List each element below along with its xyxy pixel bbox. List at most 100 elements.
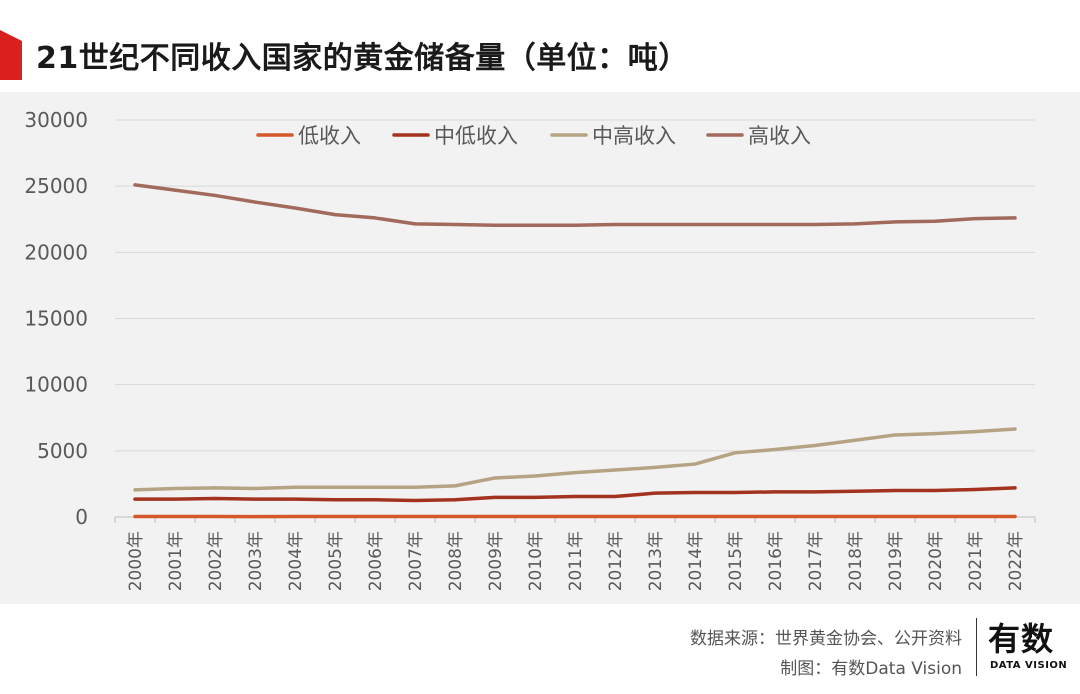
data-point [253, 200, 257, 204]
data-point [453, 484, 457, 488]
data-source-text: 数据来源：世界黄金协会、公开资料 [690, 629, 962, 649]
footer: 数据来源：世界黄金协会、公开资料 制图：有数Data Vision 有数 DAT… [0, 604, 1080, 694]
x-tick-label: 2010年 [526, 531, 546, 591]
data-point [573, 223, 577, 227]
x-tick-label: 2005年 [326, 531, 346, 591]
series-line-2 [133, 427, 1017, 492]
data-point [1013, 486, 1017, 490]
data-point [493, 476, 497, 480]
x-tick-label: 2021年 [966, 531, 986, 591]
data-point [933, 432, 937, 436]
data-point [213, 193, 217, 198]
data-point [973, 430, 977, 434]
data-point [413, 485, 417, 489]
data-point [733, 490, 737, 495]
x-tick-label: 2013年 [646, 531, 666, 591]
data-point [293, 206, 297, 210]
logo-wordmark: 有数 [988, 620, 1055, 658]
x-tick-label: 2012年 [606, 531, 626, 591]
credit-text: 制图：有数Data Vision [780, 659, 962, 679]
data-point [933, 488, 937, 493]
data-point [253, 497, 257, 501]
legend-label: 低收入 [298, 124, 361, 148]
data-point [173, 188, 177, 192]
data-point [853, 489, 857, 493]
x-tick-label: 2017年 [806, 531, 826, 591]
data-point [893, 220, 897, 224]
data-point [853, 438, 857, 442]
data-point [653, 514, 657, 519]
data-point [813, 490, 817, 494]
data-point [213, 514, 217, 519]
data-point [333, 498, 337, 502]
y-tick-label: 5000 [37, 439, 88, 463]
data-point [293, 485, 297, 489]
x-tick-label: 2004年 [286, 531, 306, 591]
data-point [493, 495, 497, 500]
data-point [533, 495, 537, 500]
data-point [253, 515, 257, 519]
legend-label: 高收入 [748, 124, 811, 148]
data-point [733, 451, 737, 455]
data-point [1013, 216, 1017, 220]
title-bar: 21世纪不同收入国家的黄金储备量（单位：吨） [0, 0, 1080, 92]
data-point [893, 514, 897, 519]
data-point [133, 497, 137, 501]
x-tick-label: 2022年 [1006, 531, 1026, 591]
logo-divider [976, 618, 977, 676]
data-point [653, 465, 657, 469]
x-tick-label: 2006年 [366, 531, 386, 591]
data-point [373, 498, 377, 502]
data-point [613, 514, 617, 519]
data-point [733, 222, 737, 227]
data-point [573, 471, 577, 475]
data-point [813, 443, 817, 448]
data-point [293, 497, 297, 501]
y-tick-label: 15000 [24, 307, 88, 331]
source-block: 数据来源：世界黄金协会、公开资料 制图：有数Data Vision [690, 624, 962, 684]
data-point [453, 498, 457, 502]
data-point [773, 447, 777, 452]
chart-title: 21世纪不同收入国家的黄金储备量（单位：吨） [36, 41, 689, 76]
data-point [173, 497, 177, 501]
x-tick-label: 2020年 [926, 531, 946, 591]
x-tick-label: 2011年 [566, 531, 586, 591]
data-point [693, 490, 697, 495]
data-point [373, 216, 377, 220]
data-point [693, 514, 697, 519]
data-point [413, 498, 417, 503]
data-point [773, 222, 777, 227]
data-point [293, 514, 297, 519]
chart-panel: 0 5000 10000 15000 20000 25000 30000 2000年 2001年… [0, 92, 1080, 604]
data-point [813, 222, 817, 227]
legend-label: 中低收入 [434, 124, 518, 148]
x-tick-label: 2014年 [686, 531, 706, 591]
data-point [453, 514, 457, 519]
data-point [613, 222, 617, 227]
x-tick-label: 2009年 [486, 531, 506, 591]
y-tick-label: 30000 [24, 108, 88, 132]
x-tick-label: 2001年 [166, 531, 186, 591]
data-point [853, 514, 857, 519]
data-point [893, 488, 897, 493]
data-point [893, 433, 897, 437]
legend-label: 中高收入 [592, 124, 676, 148]
x-tick-label: 2019年 [886, 531, 906, 591]
data-point [973, 487, 977, 492]
y-tick-label: 25000 [24, 174, 88, 198]
data-point [773, 490, 777, 494]
y-tick-label: 20000 [24, 240, 88, 264]
data-point [333, 213, 337, 217]
data-point [853, 222, 857, 226]
x-tick-label: 2007年 [406, 531, 426, 591]
data-point [373, 514, 377, 519]
data-point [653, 222, 657, 227]
data-point [613, 468, 617, 472]
data-point [133, 183, 137, 187]
data-point [213, 486, 217, 490]
x-tick-label: 2002年 [206, 531, 226, 591]
data-point [333, 485, 337, 489]
data-point [493, 223, 497, 227]
data-point [933, 219, 937, 223]
data-point [573, 514, 577, 519]
